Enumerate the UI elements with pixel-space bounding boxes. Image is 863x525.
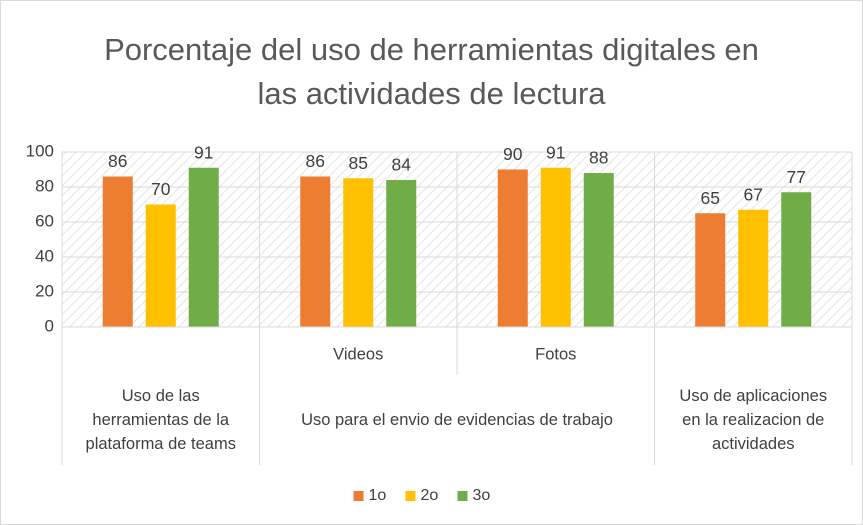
- data-label: 70: [151, 179, 171, 199]
- bar: [497, 169, 528, 327]
- y-tick-label: 40: [35, 246, 54, 265]
- y-tick-label: 80: [35, 176, 54, 195]
- y-tick-label: 20: [35, 281, 54, 300]
- legend-swatch: [405, 491, 416, 501]
- bar: [583, 173, 614, 327]
- y-tick-label: 0: [45, 316, 54, 335]
- bar: [695, 213, 726, 327]
- data-label: 88: [589, 148, 608, 168]
- bar: [738, 209, 769, 327]
- group-label-box: Uso para el envio de evidencias de traba…: [301, 411, 613, 429]
- data-label: 86: [108, 151, 127, 171]
- legend-label: 2o: [421, 487, 439, 504]
- bar: [386, 180, 417, 327]
- group-label: Uso para el envio de evidencias de traba…: [301, 411, 613, 429]
- data-label: 67: [744, 184, 763, 204]
- x-tick-label: Fotos: [535, 345, 576, 363]
- group-label: Uso de las herramientas de la plataforma…: [85, 387, 236, 453]
- data-label: 77: [787, 167, 806, 187]
- data-label: 91: [546, 142, 565, 162]
- y-tick-label: 100: [26, 141, 54, 160]
- bar: [188, 167, 219, 327]
- legend-swatch: [457, 491, 468, 501]
- y-tick-label: 60: [35, 211, 54, 230]
- legend-label: 1o: [369, 487, 387, 504]
- data-label: 91: [194, 142, 213, 162]
- data-label: 84: [392, 155, 412, 175]
- bar: [145, 204, 176, 327]
- group-label: Uso de aplicaciones en la realizacion de…: [679, 387, 828, 453]
- x-tick-label: Videos: [333, 345, 383, 363]
- bar: [540, 167, 571, 327]
- legend-label: 3o: [473, 487, 491, 504]
- legend-swatch: [353, 491, 364, 501]
- title-box: Porcentaje del uso de herramientas digit…: [104, 32, 759, 111]
- bar: [102, 176, 133, 327]
- data-label: 90: [503, 144, 523, 164]
- bar: [343, 178, 374, 327]
- data-label: 65: [701, 188, 720, 208]
- data-label: 86: [306, 151, 325, 171]
- data-label: 85: [349, 153, 368, 173]
- chart-title: Porcentaje del uso de herramientas digit…: [104, 32, 759, 111]
- group-label-box: Uso de aplicaciones en la realizacion de…: [679, 387, 828, 453]
- bar: [300, 176, 331, 327]
- bar: [781, 192, 812, 327]
- group-label-box: Uso de las herramientas de la plataforma…: [85, 387, 236, 453]
